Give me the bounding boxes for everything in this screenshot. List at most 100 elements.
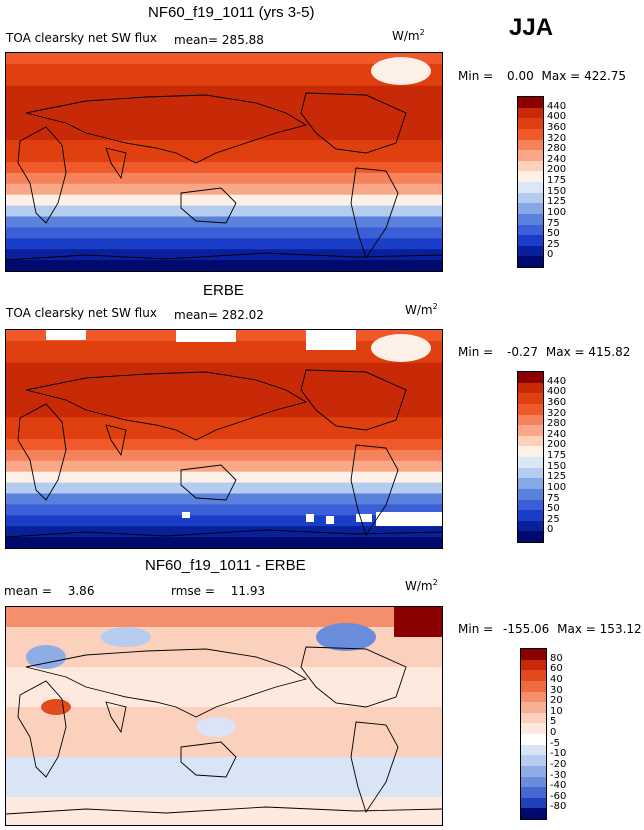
panel1-minmax: Min = 0.00 Max = 422.75 — [458, 69, 626, 83]
colorbar-label: -60 — [550, 790, 567, 802]
panel2-max-value: 415.82 — [588, 345, 631, 359]
colorbar-swatch — [521, 659, 546, 671]
colorbar-label: -5 — [550, 737, 560, 749]
field-band — [6, 493, 442, 505]
panel3-coast-australia — [180, 741, 237, 778]
colorbar-swatch — [521, 680, 546, 692]
colorbar-label: 240 — [547, 428, 567, 440]
panel3-mean: mean = 3.86 — [4, 584, 94, 598]
colorbar-swatch — [518, 192, 543, 204]
panel1-title: NF60_f19_1011 (yrs 3-5) — [148, 4, 315, 21]
panel3-anomaly — [196, 717, 236, 737]
panel2-title: ERBE — [203, 282, 244, 299]
colorbar-label: 25 — [547, 238, 560, 250]
panel3-max-label: Max = — [557, 622, 596, 636]
panel3-field — [6, 607, 442, 825]
panel3-anomaly — [316, 623, 376, 651]
panel1-mean-label: mean= — [174, 33, 219, 47]
panel3-anomaly — [394, 607, 442, 637]
panel3-coast-southamerica — [350, 721, 399, 814]
colorbar-label: 200 — [547, 439, 567, 451]
field-band — [6, 63, 442, 76]
colorbar-label: 100 — [547, 481, 567, 493]
panel2-coast-southamerica — [350, 444, 399, 537]
panel2-units: W/m2 — [405, 302, 438, 317]
panel2-min-label: Min = — [458, 345, 494, 359]
colorbar-label: 0 — [550, 727, 557, 738]
panel3-anomaly — [26, 645, 66, 669]
field-band — [6, 471, 442, 484]
field-band — [6, 129, 442, 141]
field-band — [6, 515, 442, 527]
panel3-coastlines — [6, 646, 442, 815]
colorbar-label: 60 — [550, 663, 563, 675]
colorbar-swatch — [518, 510, 543, 521]
field-band — [6, 216, 442, 228]
colorbar-swatch — [521, 734, 546, 745]
colorbar-label: 400 — [547, 386, 567, 398]
field-band — [6, 417, 442, 429]
panel1-mean: mean= 285.88 — [174, 33, 264, 47]
colorbar-label: 0 — [547, 524, 554, 536]
panel3-anomaly — [101, 627, 151, 647]
panel3-rmse-value: 11.93 — [230, 584, 266, 598]
field-band — [6, 384, 442, 396]
field-band — [6, 85, 442, 98]
panel3-rmse: rmse = 11.93 — [171, 584, 265, 598]
colorbar-label: 440 — [547, 375, 567, 387]
colorbar-label: 320 — [547, 132, 567, 144]
colorbar-swatch — [518, 128, 543, 140]
panel3-map-svg — [6, 607, 442, 825]
field-band — [6, 406, 442, 418]
field-band — [6, 96, 442, 108]
panel1-mean-value: 285.88 — [221, 33, 264, 47]
panel3-coast-africa — [17, 680, 67, 778]
panel1-field-bands — [6, 53, 442, 271]
colorbar-swatch — [521, 723, 546, 734]
colorbar-label: 75 — [547, 492, 560, 504]
colorbar-label: 20 — [550, 695, 563, 707]
panel2-missing-patch — [182, 512, 190, 518]
colorbar-swatch — [518, 382, 543, 394]
panel2-coastlines — [6, 369, 442, 538]
panel3-mean-value: 3.86 — [67, 584, 95, 598]
field-band — [6, 351, 442, 364]
colorbar-label: 125 — [547, 196, 567, 208]
colorbar-swatch — [521, 797, 546, 809]
colorbar-label: -30 — [550, 769, 567, 781]
panel3-anomaly — [41, 699, 71, 715]
colorbar-swatch — [518, 182, 543, 193]
panel3-band — [6, 797, 442, 825]
panel3-band — [6, 607, 442, 627]
panel3-units-base: W/m — [405, 579, 433, 593]
panel2-missing-patch — [326, 516, 334, 524]
field-band — [6, 439, 442, 451]
field-band — [6, 107, 442, 119]
colorbar-label: 50 — [547, 228, 560, 240]
panel2-coast-india — [105, 424, 127, 457]
panel2-missing-patch — [306, 514, 314, 522]
panel2-missing-patch — [46, 330, 86, 340]
field-band — [6, 140, 442, 152]
colorbar-label: 280 — [547, 418, 567, 430]
panel2-mean-value: 282.02 — [221, 308, 264, 322]
colorbar-label: 175 — [547, 175, 567, 186]
panel3-rmse-label: rmse = — [171, 584, 215, 598]
colorbar-swatch — [518, 213, 543, 225]
panel3-coast-india — [105, 701, 127, 734]
field-band — [6, 172, 442, 185]
panel1-variable-label: TOA clearsky net SW flux — [6, 31, 157, 45]
colorbar-swatch — [518, 203, 543, 214]
panel3-coast-northamerica — [300, 646, 407, 708]
colorbar-label: 125 — [547, 471, 567, 483]
colorbar-swatch — [518, 425, 543, 436]
colorbar-label: -10 — [550, 748, 567, 760]
panel1-coast-eurasia — [25, 94, 308, 164]
colorbar-swatch — [521, 765, 546, 777]
colorbar-swatch — [518, 160, 543, 172]
panel1-max-value: 422.75 — [584, 69, 627, 83]
colorbar-label: 320 — [547, 407, 567, 419]
colorbar-label: 360 — [547, 121, 567, 133]
field-band — [6, 482, 442, 494]
panel3-units-exp: 2 — [432, 578, 438, 587]
